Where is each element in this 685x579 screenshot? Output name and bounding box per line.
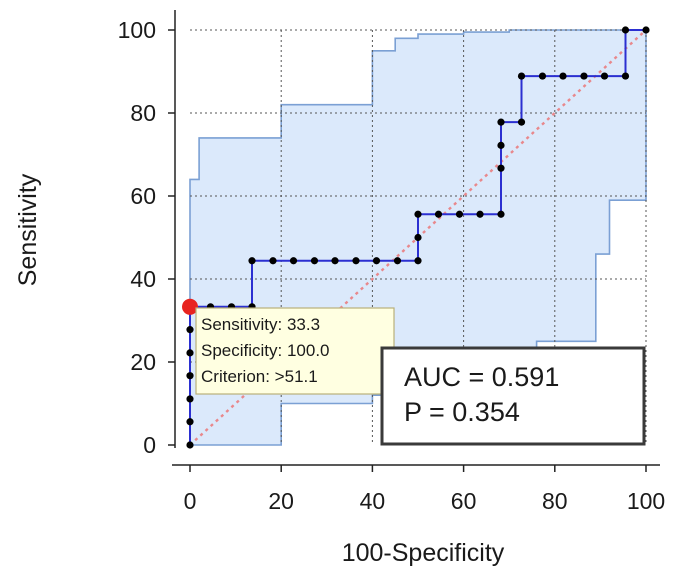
roc-point bbox=[186, 441, 194, 449]
y-tick-label: 20 bbox=[130, 349, 156, 375]
roc-point bbox=[186, 349, 194, 357]
roc-point bbox=[497, 164, 505, 172]
tooltip-specificity: Specificity: 100.0 bbox=[201, 341, 330, 360]
axes: 0 20 40 60 80 100 0 20 40 60 80 100 bbox=[118, 10, 665, 514]
stats-box-frame bbox=[380, 346, 646, 446]
x-tick-label: 40 bbox=[360, 488, 386, 514]
y-tick-label: 0 bbox=[143, 432, 156, 458]
roc-point bbox=[497, 118, 505, 126]
tooltip-criterion: Criterion: >51.1 bbox=[201, 367, 318, 386]
roc-point bbox=[642, 26, 650, 34]
y-tick-label: 100 bbox=[118, 17, 156, 43]
y-tick-label: 80 bbox=[130, 100, 156, 126]
roc-point bbox=[289, 257, 298, 265]
roc-point bbox=[497, 141, 505, 149]
tooltip-sensitivity: Sensitivity: 33.3 bbox=[201, 315, 320, 334]
y-axis-title: Sensitivity bbox=[14, 173, 42, 286]
auc-value: AUC = 0.591 bbox=[404, 362, 559, 392]
roc-point bbox=[269, 257, 277, 265]
roc-point bbox=[621, 26, 630, 34]
roc-point bbox=[476, 210, 484, 218]
roc-point bbox=[600, 72, 609, 80]
roc-point bbox=[186, 395, 194, 403]
roc-point bbox=[310, 257, 319, 265]
roc-point bbox=[621, 72, 630, 80]
roc-point bbox=[559, 72, 567, 80]
tooltip: Sensitivity: 33.3 Specificity: 100.0 Cri… bbox=[195, 307, 395, 395]
roc-point bbox=[455, 210, 464, 218]
x-tick-label: 0 bbox=[184, 488, 197, 514]
roc-point bbox=[331, 257, 339, 265]
tooltip-box bbox=[195, 307, 395, 395]
highlighted-point[interactable] bbox=[182, 298, 198, 315]
p-value: P = 0.354 bbox=[404, 397, 520, 427]
roc-point bbox=[434, 210, 443, 218]
y-tick-label: 60 bbox=[130, 183, 156, 209]
x-axis-title: 100-Specificity bbox=[342, 539, 505, 567]
confidence-band-upper-edge bbox=[189, 29, 646, 445]
x-tick-label: 20 bbox=[268, 488, 294, 514]
roc-point bbox=[393, 257, 402, 265]
roc-point bbox=[580, 72, 588, 80]
roc-point bbox=[186, 326, 194, 334]
roc-point bbox=[372, 257, 381, 265]
roc-point bbox=[186, 418, 194, 426]
x-tick-label: 80 bbox=[542, 488, 568, 514]
roc-point bbox=[497, 210, 505, 218]
y-tick-label: 40 bbox=[130, 266, 156, 292]
roc-point bbox=[414, 233, 422, 242]
x-tick-label: 100 bbox=[627, 488, 665, 514]
roc-point bbox=[414, 210, 422, 218]
roc-point bbox=[517, 72, 526, 80]
x-tick-label: 60 bbox=[451, 488, 477, 514]
roc-point bbox=[248, 257, 256, 265]
stats-box: AUC = 0.591 P = 0.354 bbox=[380, 346, 646, 446]
roc-point bbox=[414, 257, 422, 265]
roc-point bbox=[538, 72, 547, 80]
roc-point bbox=[186, 372, 194, 380]
roc-point bbox=[352, 257, 360, 265]
roc-point bbox=[517, 118, 526, 126]
